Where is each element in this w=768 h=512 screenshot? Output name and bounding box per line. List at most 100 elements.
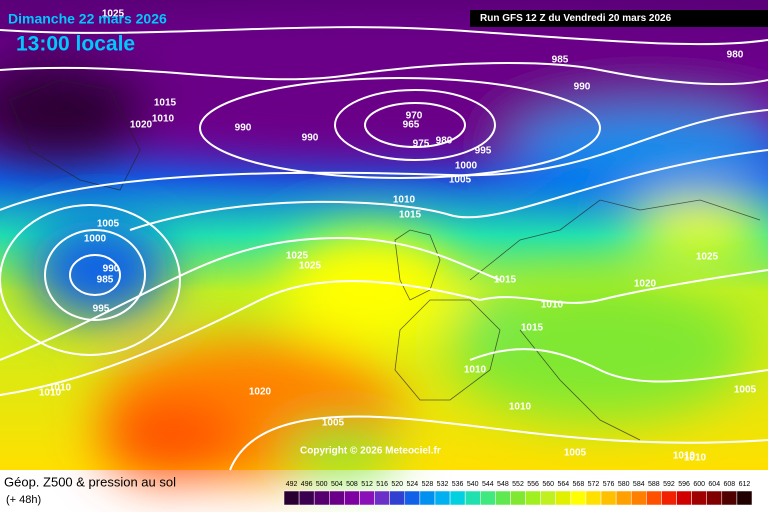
isobar-label: 1010	[509, 402, 532, 413]
coastlines	[9, 79, 761, 441]
isobar-label: 970	[406, 111, 423, 122]
isobar-label: 990	[302, 133, 319, 144]
scale-label: 600	[693, 481, 705, 488]
scale-label: 524	[406, 481, 418, 488]
scale-label: 496	[301, 481, 313, 488]
scale-label: 612	[739, 481, 751, 488]
color-swatch	[419, 490, 436, 506]
scale-label: 536	[452, 481, 464, 488]
isobar-label: 1010	[152, 114, 175, 125]
color-swatch	[570, 490, 587, 506]
color-swatch	[721, 490, 738, 506]
color-swatch	[706, 490, 723, 506]
isobar-label: 980	[727, 50, 744, 61]
color-swatch	[359, 490, 375, 506]
color-swatch	[434, 490, 451, 506]
color-swatch	[676, 490, 692, 506]
isobar-label: 995	[93, 304, 110, 315]
color-swatch	[404, 490, 421, 506]
isobar-label: 980	[436, 136, 453, 147]
scale-label: 504	[331, 481, 343, 488]
isobar-label: 1015	[399, 210, 422, 221]
isobar-label: 1015	[494, 275, 517, 286]
scale-label: 568	[573, 481, 585, 488]
color-swatch	[691, 490, 707, 506]
isobar-label: 1005	[322, 418, 345, 429]
color-swatch	[661, 490, 677, 506]
isobar-label: 1005	[734, 385, 757, 396]
isobar-label: 1015	[154, 98, 177, 109]
scale-label: 556	[527, 481, 539, 488]
run-banner	[470, 10, 768, 27]
isobar-label: 1020	[130, 120, 153, 131]
scale-label: 512	[361, 481, 373, 488]
isobar-label: 1020	[249, 387, 272, 398]
isobar-label: 985	[97, 275, 114, 286]
isobar-label: 990	[235, 123, 252, 134]
scale-label: 608	[724, 481, 736, 488]
isobar-label: 985	[552, 55, 569, 66]
scale-label: 560	[542, 481, 554, 488]
color-swatch	[464, 490, 481, 506]
isobars	[0, 26, 768, 471]
color-swatch	[449, 490, 466, 506]
scale-label: 588	[648, 481, 660, 488]
copyright: Copyright © 2026 Meteociel.fr	[300, 446, 441, 457]
isobar-label: 995	[475, 146, 492, 157]
isobar-label: 1025	[102, 9, 125, 20]
scale-label: 548	[497, 481, 509, 488]
scale-label: 520	[391, 481, 403, 488]
color-swatch	[555, 490, 572, 506]
isobar-label: 1015	[521, 323, 544, 334]
color-swatch	[374, 490, 390, 506]
run-info: Run GFS 12 Z du Vendredi 20 mars 2026	[480, 13, 672, 24]
color-swatch	[646, 490, 662, 506]
isobar-label: 1025	[696, 252, 719, 263]
isobar-label: 1025	[286, 251, 309, 262]
color-swatch	[615, 490, 632, 506]
legend: Géop. Z500 & pression au sol (+ 48h) 492…	[4, 474, 753, 506]
color-swatch	[585, 490, 602, 506]
scale-label: 540	[467, 481, 479, 488]
scale-label: 572	[588, 481, 600, 488]
legend-title: Géop. Z500 & pression au sol	[4, 474, 176, 489]
isobar-label: 1010	[673, 451, 696, 462]
isobar-label: 1010	[393, 195, 416, 206]
scale-label: 596	[678, 481, 690, 488]
scale-label: 528	[422, 481, 434, 488]
color-swatch	[329, 490, 345, 506]
scale-label: 584	[633, 481, 645, 488]
color-swatch	[600, 490, 617, 506]
scale-label: 604	[708, 481, 720, 488]
forecast-lead: (+ 48h)	[6, 494, 41, 506]
scale-label: 500	[316, 481, 328, 488]
color-swatch	[480, 490, 496, 506]
color-swatch	[495, 490, 511, 506]
isobar-label: 1000	[455, 161, 478, 172]
scale-label: 508	[346, 481, 358, 488]
color-swatch	[344, 490, 360, 506]
color-swatch	[313, 490, 330, 506]
isobar-label: 1025	[299, 261, 322, 272]
isobar-label: 990	[103, 264, 120, 275]
isobar-label: 965	[403, 120, 420, 131]
color-swatch	[510, 490, 526, 506]
isobar-label: 990	[574, 82, 591, 93]
scale-label: 532	[437, 481, 449, 488]
forecast-time: 13:00 locale	[16, 33, 135, 56]
isobar-label: 1010	[39, 388, 62, 399]
color-swatch	[389, 490, 406, 506]
scale-label: 552	[512, 481, 524, 488]
scale-label: 544	[482, 481, 494, 488]
isobar-label: 1010	[684, 453, 707, 464]
isobar-label: 1010	[49, 383, 72, 394]
forecast-date: Dimanche 22 mars 2026	[8, 11, 167, 27]
scale-label: 564	[557, 481, 569, 488]
scale-label: 516	[376, 481, 388, 488]
isobar-label: 1000	[84, 234, 107, 245]
isobar-label: 975	[413, 139, 430, 150]
isobar-label: 1005	[97, 219, 120, 230]
